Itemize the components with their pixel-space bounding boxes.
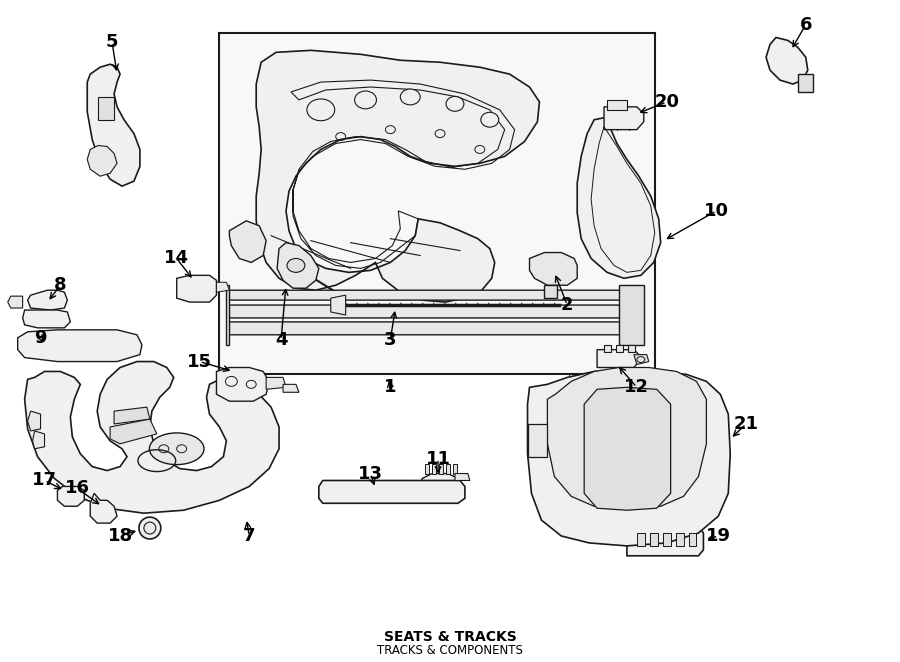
Polygon shape [604,107,644,130]
Text: 19: 19 [706,527,731,545]
Polygon shape [628,345,634,352]
Polygon shape [230,305,624,318]
Ellipse shape [446,97,464,111]
Polygon shape [266,377,286,389]
Text: 13: 13 [358,465,383,483]
Text: 1: 1 [384,378,397,397]
Polygon shape [319,481,465,503]
Ellipse shape [149,433,204,465]
Text: 17: 17 [32,471,57,489]
Text: 15: 15 [187,353,212,371]
Polygon shape [217,367,269,401]
Polygon shape [527,424,547,457]
Polygon shape [32,431,44,449]
Text: 3: 3 [384,331,397,349]
Ellipse shape [481,113,499,127]
Polygon shape [230,290,624,300]
Text: 16: 16 [65,479,90,497]
Polygon shape [87,146,117,176]
Polygon shape [230,221,266,262]
Polygon shape [22,310,70,328]
Text: 5: 5 [106,33,118,52]
Polygon shape [597,350,639,367]
Text: 10: 10 [704,202,729,220]
Polygon shape [110,419,157,444]
Ellipse shape [637,357,644,363]
Text: 20: 20 [654,93,680,111]
Polygon shape [604,345,611,352]
Text: 8: 8 [54,276,67,294]
Polygon shape [453,463,457,473]
Polygon shape [277,242,319,288]
Polygon shape [766,38,808,84]
Polygon shape [544,285,557,298]
Polygon shape [676,533,683,546]
Polygon shape [8,296,22,308]
Polygon shape [18,330,142,361]
Polygon shape [98,97,114,120]
Polygon shape [547,367,706,508]
Text: 6: 6 [799,16,812,34]
Text: 11: 11 [426,449,451,467]
Text: 4: 4 [274,331,287,349]
Polygon shape [230,322,634,335]
Polygon shape [58,487,85,506]
Polygon shape [217,282,230,292]
Ellipse shape [144,522,156,534]
Polygon shape [330,295,346,315]
Polygon shape [227,285,230,345]
Polygon shape [28,290,68,310]
Polygon shape [527,369,730,546]
Ellipse shape [307,99,335,120]
Polygon shape [114,407,150,424]
Ellipse shape [287,258,305,272]
Polygon shape [24,361,279,513]
Polygon shape [577,117,661,278]
Polygon shape [87,64,140,186]
Polygon shape [634,355,649,365]
Text: 2: 2 [561,296,573,314]
Polygon shape [28,411,40,431]
Polygon shape [619,285,644,345]
Text: 18: 18 [107,527,132,545]
Polygon shape [584,387,670,510]
Polygon shape [529,252,577,285]
Polygon shape [650,533,658,546]
Text: 7: 7 [243,527,256,545]
Text: 12: 12 [625,378,649,397]
Polygon shape [425,463,429,473]
Polygon shape [432,463,436,473]
Text: 21: 21 [734,415,759,433]
Polygon shape [688,533,697,546]
Text: TRACKS & COMPONENTS: TRACKS & COMPONENTS [377,644,523,657]
Bar [220,32,654,375]
Polygon shape [455,473,470,481]
Polygon shape [662,533,670,546]
Text: 14: 14 [164,250,189,267]
Ellipse shape [355,91,376,109]
Polygon shape [256,50,539,302]
Text: SEATS & TRACKS: SEATS & TRACKS [383,630,517,644]
Polygon shape [439,463,443,473]
Polygon shape [90,493,117,523]
Text: 9: 9 [34,329,47,347]
Polygon shape [627,526,704,556]
Polygon shape [420,473,460,503]
Polygon shape [637,533,644,546]
Polygon shape [607,100,627,110]
Ellipse shape [400,89,420,105]
Polygon shape [446,463,450,473]
Polygon shape [176,275,217,302]
Polygon shape [616,345,623,352]
Polygon shape [283,385,299,393]
Polygon shape [797,74,813,92]
Ellipse shape [139,517,161,539]
